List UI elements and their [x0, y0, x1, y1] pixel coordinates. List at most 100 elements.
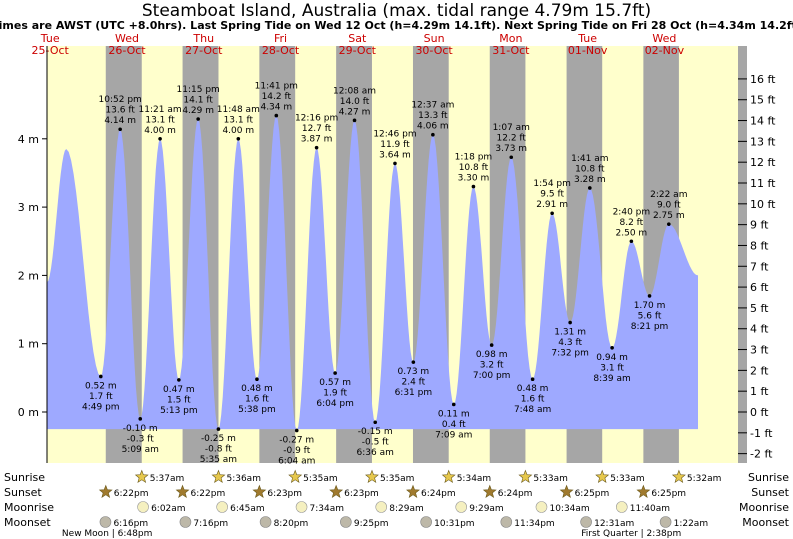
- moonrise-icon: [375, 501, 388, 513]
- low-tide-marker: [530, 377, 535, 382]
- sunset-time: 6:25pm: [575, 489, 610, 499]
- high-tide-label: 12:46 pm: [373, 129, 416, 139]
- low-tide-marker: [333, 371, 337, 375]
- sunrise-time: 5:34am: [457, 474, 492, 484]
- day-of-week-label: Thu: [192, 32, 214, 45]
- high-tide-label: 13.3 ft: [418, 111, 448, 121]
- low-tide-label: 1.9 ft: [323, 389, 347, 399]
- left-axis-tick-label: 2 m: [18, 269, 39, 282]
- moonset-icon: [420, 516, 432, 528]
- high-tide-label: 2:40 pm: [613, 207, 651, 217]
- low-tide-label: 1.70 m: [634, 301, 666, 311]
- low-tide-marker: [255, 377, 259, 382]
- moonset-time: 11:34pm: [514, 519, 554, 529]
- sunrise-time: 5:33am: [610, 474, 645, 484]
- sunrise-icon: [441, 469, 456, 483]
- low-tide-label: 1.6 ft: [521, 395, 545, 405]
- high-tide-label: 2.91 m: [536, 200, 568, 210]
- sunset-time: 6:22pm: [114, 489, 149, 499]
- high-tide-label: 11:48 am: [217, 105, 260, 115]
- moonset-icon: [259, 516, 272, 528]
- low-tide-marker: [647, 294, 652, 298]
- day-of-week-label: Mon: [499, 32, 522, 45]
- high-tide-marker: [158, 137, 162, 141]
- high-tide-label: 4.29 m: [182, 106, 214, 116]
- low-tide-label: 1.31 m: [554, 328, 586, 338]
- high-tide-marker: [588, 186, 592, 190]
- high-tide-label: 3.28 m: [574, 175, 606, 185]
- low-tide-label: 1.7 ft: [89, 392, 113, 402]
- tide-area: [47, 115, 698, 431]
- low-tide-label: 3.2 ft: [480, 361, 504, 371]
- low-tide-label: 5:09 am: [122, 445, 159, 455]
- high-tide-marker: [509, 155, 514, 160]
- moonrise-icon: [295, 501, 308, 513]
- astro-row-label-left: Moonset: [4, 516, 51, 529]
- sunset-icon: [559, 484, 574, 498]
- high-tide-marker: [236, 137, 241, 141]
- low-tide-label: -0.10 m: [123, 424, 158, 434]
- sunrise-time: 5:32am: [687, 474, 722, 484]
- low-tide-label: 8:39 am: [593, 374, 630, 384]
- chart-title: Steamboat Island, Australia (max. tidal …: [142, 1, 651, 21]
- moonrise-icon: [455, 501, 468, 513]
- high-tide-label: 1:41 am: [571, 154, 608, 164]
- low-tide-label: 0.73 m: [398, 367, 430, 377]
- high-tide-label: 1:54 pm: [533, 179, 571, 189]
- right-axis-tick-label: 16 ft: [750, 73, 776, 86]
- right-axis-tick-label: 10 ft: [750, 198, 776, 211]
- astro-row-label-right: Sunrise: [748, 471, 789, 484]
- low-tide-label: 0.48 m: [241, 384, 273, 394]
- high-tide-label: 12:37 am: [411, 101, 454, 111]
- high-tide-label: 12:08 am: [333, 86, 376, 96]
- moonset-icon: [340, 516, 352, 528]
- moonrise-time: 9:29am: [469, 504, 504, 514]
- high-tide-label: 13.1 ft: [224, 115, 254, 125]
- high-tide-marker: [629, 239, 634, 244]
- left-axis-tick-label: 0 m: [18, 406, 39, 419]
- low-tide-label: -0.8 ft: [205, 445, 232, 455]
- sunset-time: 6:24pm: [421, 489, 456, 499]
- moonset-icon: [179, 516, 192, 528]
- low-tide-label: -0.3 ft: [127, 434, 154, 444]
- date-label: 26-Oct: [108, 44, 146, 57]
- day-of-week-label: Fri: [274, 32, 287, 45]
- moonset-icon: [659, 516, 672, 528]
- high-tide-label: 14.2 ft: [262, 92, 292, 102]
- moonrise-icon: [535, 501, 548, 513]
- date-label: 02-Nov: [645, 44, 685, 57]
- low-tide-label: 7:00 pm: [473, 371, 511, 381]
- high-tide-marker: [431, 132, 435, 137]
- day-of-week-label: Sun: [424, 32, 445, 45]
- right-axis-tick-label: 14 ft: [750, 115, 776, 128]
- high-tide-label: 9.5 ft: [540, 190, 564, 200]
- low-tide-label: 7:09 am: [435, 430, 472, 440]
- sunset-icon: [252, 484, 267, 498]
- high-tide-marker: [118, 127, 122, 132]
- right-axis-tick-label: 1 ft: [750, 385, 769, 398]
- moonrise-time: 7:34am: [310, 504, 345, 514]
- high-tide-label: 4.34 m: [260, 103, 292, 113]
- low-tide-label: 6:04 am: [278, 456, 315, 466]
- high-tide-label: 3.73 m: [495, 144, 527, 154]
- low-tide-marker: [138, 417, 143, 421]
- low-tide-label: 2.4 ft: [401, 378, 425, 388]
- moonset-icon: [580, 516, 592, 528]
- sunrise-icon: [365, 469, 379, 483]
- high-tide-label: 1:07 am: [493, 123, 530, 133]
- low-tide-marker: [610, 345, 614, 350]
- low-tide-marker: [568, 320, 572, 325]
- right-axis-tick-label: -2 ft: [750, 448, 773, 461]
- low-tide-label: 0.48 m: [517, 384, 549, 394]
- right-axis-tick-label: 15 ft: [750, 94, 776, 107]
- low-tide-marker: [216, 427, 221, 431]
- high-tide-marker: [667, 222, 671, 226]
- date-label: 01-Nov: [568, 44, 608, 57]
- moon-phase-label: New Moon | 6:48pm: [62, 529, 152, 539]
- low-tide-label: 0.47 m: [163, 385, 195, 395]
- high-tide-label: 12:16 pm: [295, 114, 338, 124]
- high-tide-marker: [352, 118, 357, 123]
- high-tide-label: 10.8 ft: [575, 164, 605, 174]
- moonrise-time: 10:34am: [549, 504, 589, 514]
